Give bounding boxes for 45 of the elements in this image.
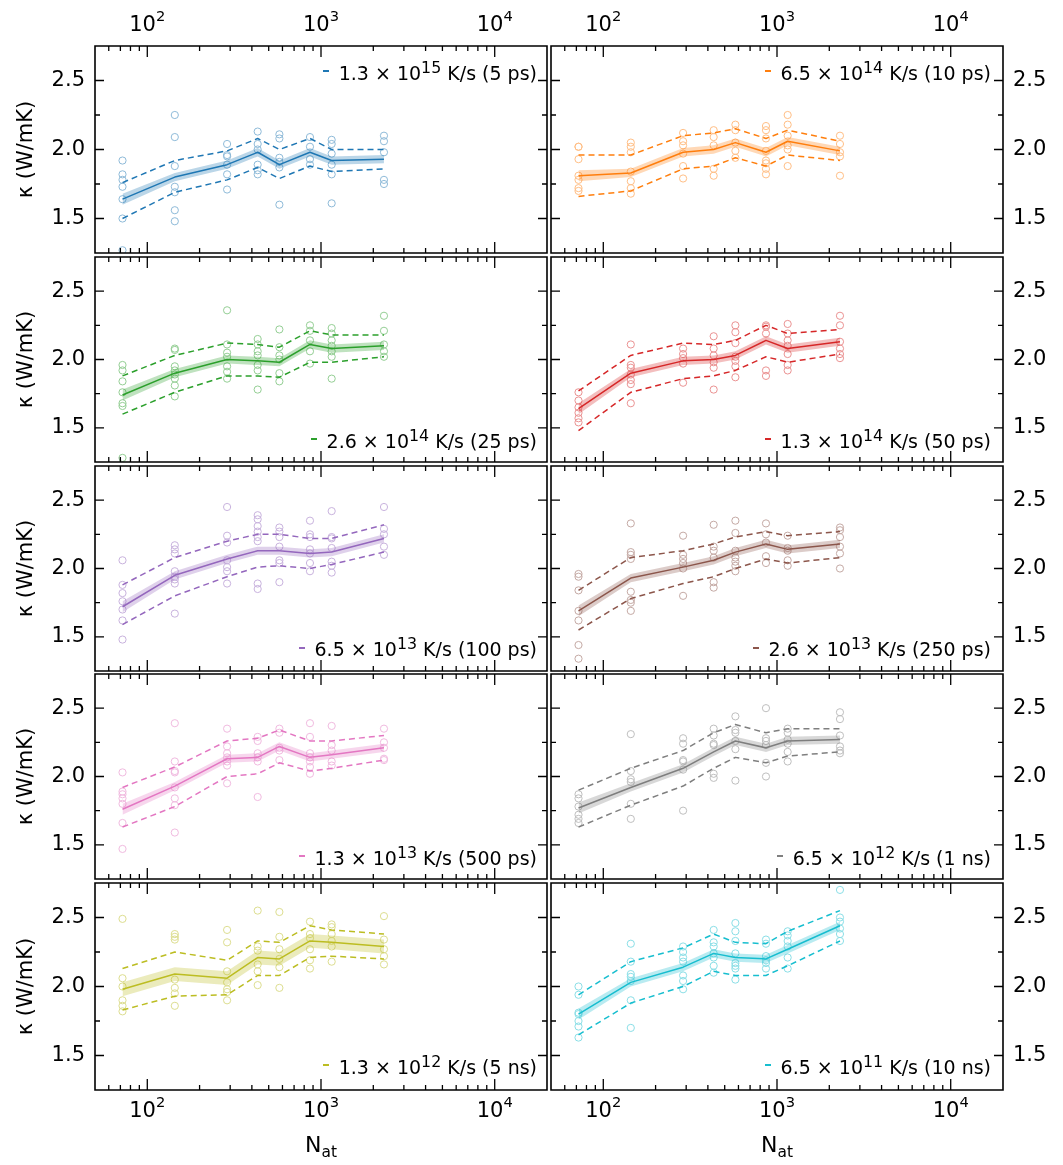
y-axis-title: κ (W/mK) xyxy=(13,310,38,409)
y-tick-label: 2.0 xyxy=(51,973,86,998)
y-tick-label: 2.0 xyxy=(1013,345,1047,370)
legend-label: 6.5 × 10$^{14}$ K/s (10 ps) xyxy=(780,58,991,85)
y-tick-label: 2.5 xyxy=(1013,277,1047,302)
y-tick-label: 2.0 xyxy=(51,554,86,579)
legend-label: 1.3 × 10$^{12}$ K/s (5 ns) xyxy=(338,1051,537,1079)
y-tick-label: 1.5 xyxy=(51,622,86,647)
y-tick-label: 2.0 xyxy=(1013,554,1047,579)
y-axis-title: κ (W/mK) xyxy=(13,728,38,826)
legend-label: 2.6 × 10$^{13}$ K/s (250 ps) xyxy=(768,634,991,661)
y-tick-label: 1.5 xyxy=(51,831,86,856)
y-tick-label: 1.5 xyxy=(1013,204,1047,229)
legend-label: 1.3 × 10$^{15}$ K/s (5 ps) xyxy=(338,58,537,85)
legend-label: 1.3 × 10$^{14}$ K/s (50 ps) xyxy=(780,425,991,452)
y-tick-label: 2.0 xyxy=(1013,763,1047,788)
legend-label: 2.6 × 10$^{14}$ K/s (25 ps) xyxy=(326,425,537,452)
legend-label: 6.5 × 10$^{11}$ K/s (10 ns) xyxy=(780,1051,991,1079)
y-tick-label: 1.5 xyxy=(51,414,86,439)
y-tick-label: 2.5 xyxy=(1013,486,1047,511)
y-tick-label: 1.5 xyxy=(51,1042,86,1067)
y-axis-title: κ (W/mK) xyxy=(13,519,38,617)
legend-label: 1.3 × 10$^{13}$ K/s (500 ps) xyxy=(314,843,537,870)
y-tick-label: 1.5 xyxy=(1013,622,1047,647)
y-tick-label: 2.0 xyxy=(51,763,86,788)
y-tick-label: 2.5 xyxy=(51,486,86,511)
y-tick-label: 2.0 xyxy=(1013,135,1047,160)
y-tick-label: 2.0 xyxy=(51,345,86,370)
y-tick-label: 1.5 xyxy=(1013,1042,1047,1067)
y-tick-label: 2.0 xyxy=(51,135,86,160)
legend-label: 6.5 × 10$^{13}$ K/s (100 ps) xyxy=(314,634,537,661)
y-tick-label: 2.5 xyxy=(51,904,86,929)
y-tick-label: 2.5 xyxy=(1013,695,1047,720)
y-tick-label: 2.5 xyxy=(1013,904,1047,929)
y-tick-label: 2.5 xyxy=(51,277,86,302)
y-tick-label: 2.0 xyxy=(1013,973,1047,998)
y-tick-label: 1.5 xyxy=(1013,831,1047,856)
y-tick-label: 1.5 xyxy=(51,204,86,229)
y-axis-title: κ (W/mK) xyxy=(13,937,38,1036)
y-tick-label: 2.5 xyxy=(51,695,86,720)
y-axis-title: κ (W/mK) xyxy=(13,100,38,199)
legend-label: 6.5 × 10$^{12}$ K/s (1 ns) xyxy=(792,843,991,870)
y-tick-label: 2.5 xyxy=(51,66,86,91)
y-tick-label: 2.5 xyxy=(1013,66,1047,91)
y-tick-label: 1.5 xyxy=(1013,414,1047,439)
